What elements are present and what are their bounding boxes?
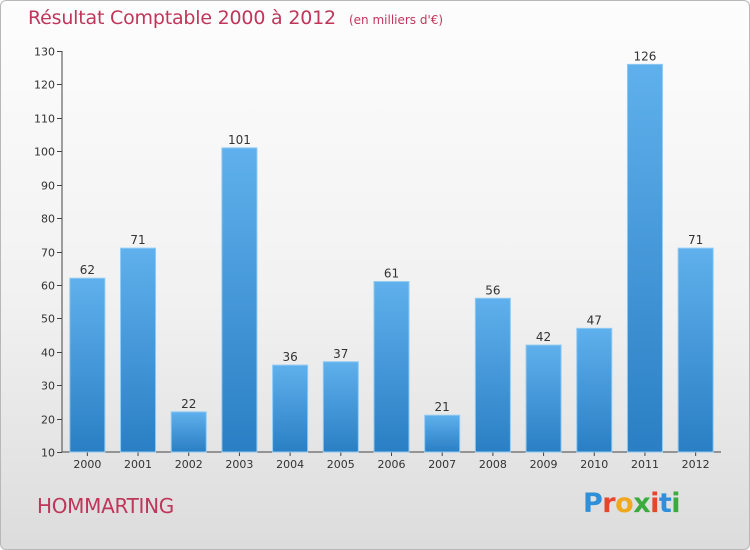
bar	[170, 411, 207, 453]
logo-letter: i	[671, 488, 681, 519]
bar	[424, 414, 461, 453]
bar-value-label: 61	[384, 267, 399, 281]
bar-layer	[69, 63, 714, 453]
y-tick-label: 10	[41, 447, 55, 460]
y-tick-label: 80	[41, 213, 55, 226]
bar-value-label: 101	[228, 133, 251, 147]
x-tick-label: 2009	[530, 458, 558, 471]
bar	[576, 327, 613, 453]
y-tick-label: 130	[34, 46, 55, 59]
bar-value-label: 37	[333, 347, 348, 361]
x-tick-label: 2010	[580, 458, 608, 471]
logo-letter: x	[633, 488, 651, 519]
logo-letter: r	[602, 488, 616, 519]
bar	[626, 63, 663, 453]
commune-name: HOMMARTING	[37, 494, 174, 518]
bar	[474, 297, 511, 453]
bar-value-label: 47	[587, 313, 602, 327]
proxiti-logo[interactable]: Proxiti	[583, 488, 681, 519]
logo-letter: P	[583, 488, 603, 519]
bar	[373, 281, 410, 453]
x-tick-label: 2000	[73, 458, 101, 471]
x-tick-label: 2002	[175, 458, 203, 471]
chart-title: Résultat Comptable 2000 à 2012	[28, 7, 336, 29]
bar	[525, 344, 562, 453]
x-tick-label: 2008	[479, 458, 507, 471]
bar-value-label: 126	[634, 49, 657, 63]
logo-letter: i	[650, 488, 659, 519]
y-tick-label: 20	[41, 414, 55, 427]
label-layer: 62 71 22 101 36 37 61 21 56 42 47 126 71	[80, 49, 704, 414]
bar	[120, 247, 157, 453]
x-tick-label: 2003	[225, 458, 253, 471]
logo-letter: o	[615, 488, 634, 519]
y-tick-label: 110	[34, 113, 55, 126]
bar	[221, 147, 258, 453]
bar	[322, 361, 359, 453]
bar	[272, 364, 309, 453]
bar-value-label: 56	[485, 283, 500, 297]
x-tick-label: 2004	[276, 458, 304, 471]
x-tick-label: 2012	[682, 458, 710, 471]
y-tick-label: 40	[41, 347, 55, 360]
y-tick-label: 60	[41, 280, 55, 293]
bar	[69, 277, 106, 453]
y-tick-label: 120	[34, 79, 55, 92]
bar-value-label: 71	[688, 233, 703, 247]
bar-value-label: 42	[536, 330, 551, 344]
x-tick-label: 2007	[428, 458, 456, 471]
x-tick-label: 2011	[631, 458, 659, 471]
y-tick-label: 30	[41, 380, 55, 393]
bar-value-label: 62	[80, 263, 95, 277]
logo-letter: t	[658, 488, 672, 519]
y-tick-label: 50	[41, 313, 55, 326]
title-row: Résultat Comptable 2000 à 2012 (en milli…	[28, 7, 443, 29]
bar-value-label: 71	[130, 233, 145, 247]
chart-unit: (en milliers d'€)	[348, 13, 444, 27]
bar	[677, 247, 714, 453]
x-tick-label: 2006	[378, 458, 406, 471]
x-tick-label: 2001	[124, 458, 152, 471]
bar-value-label: 36	[282, 350, 297, 364]
y-tick-label: 100	[34, 146, 55, 159]
y-tick-label: 90	[41, 180, 55, 193]
x-tick-label: 2005	[327, 458, 355, 471]
bar-value-label: 22	[181, 397, 196, 411]
y-tick-label: 70	[41, 247, 55, 260]
bar-value-label: 21	[435, 400, 450, 414]
